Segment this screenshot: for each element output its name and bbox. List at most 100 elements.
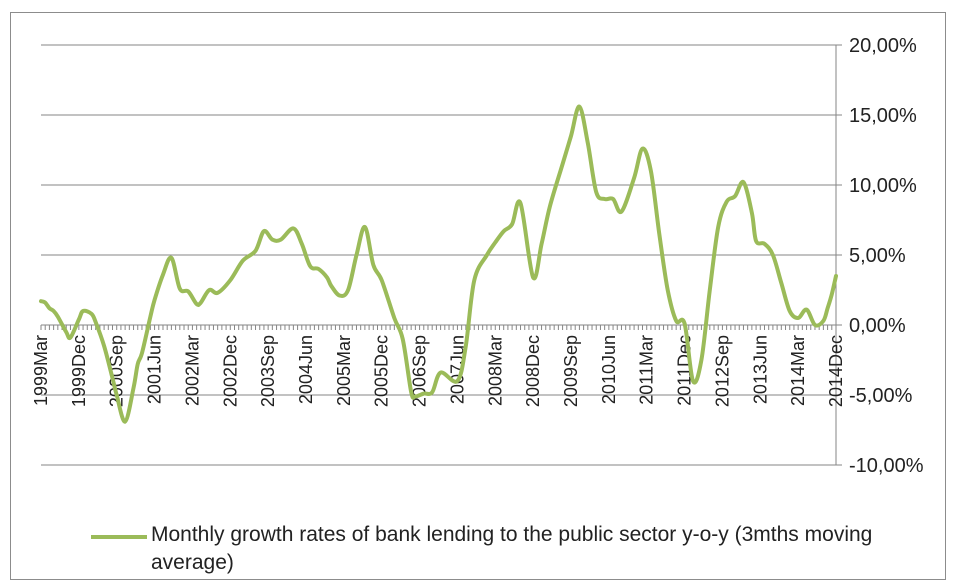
data-point bbox=[77, 317, 81, 321]
data-point bbox=[796, 316, 800, 320]
data-point bbox=[586, 141, 590, 145]
x-tick-label: 2009Sep bbox=[561, 335, 581, 407]
data-point bbox=[464, 344, 468, 348]
data-point bbox=[813, 323, 817, 327]
legend-label: Monthly growth rates of bank lending to … bbox=[151, 523, 873, 574]
data-point bbox=[102, 344, 106, 348]
data-point bbox=[56, 315, 60, 319]
data-point bbox=[317, 267, 321, 271]
legend-swatch bbox=[91, 535, 147, 539]
data-point bbox=[830, 292, 834, 296]
x-tick-label: 2008Dec bbox=[523, 335, 543, 407]
data-point bbox=[392, 316, 396, 320]
data-point bbox=[401, 337, 405, 341]
data-point bbox=[43, 301, 47, 305]
data-point bbox=[821, 319, 825, 323]
data-point bbox=[81, 309, 85, 313]
data-point bbox=[430, 390, 434, 394]
data-point bbox=[561, 162, 565, 166]
y-tick-label: 10,00% bbox=[849, 175, 917, 197]
data-point bbox=[153, 298, 157, 302]
x-tick-label: 2011Mar bbox=[637, 335, 657, 405]
data-point bbox=[111, 376, 115, 380]
y-tick-label: 0,00% bbox=[849, 315, 906, 337]
x-tick-label: 2000Sep bbox=[107, 335, 127, 407]
data-point bbox=[270, 238, 274, 242]
data-point bbox=[199, 301, 203, 305]
data-point bbox=[338, 294, 342, 298]
data-point bbox=[207, 288, 211, 292]
x-tick-label: 2002Dec bbox=[220, 335, 240, 407]
data-point bbox=[123, 420, 127, 424]
data-point bbox=[493, 240, 497, 244]
data-point bbox=[329, 284, 333, 288]
data-point bbox=[325, 275, 329, 279]
data-point bbox=[691, 379, 695, 383]
data-point bbox=[186, 289, 190, 293]
data-point bbox=[531, 275, 535, 279]
y-tick-label: 20,00% bbox=[849, 35, 917, 57]
data-point bbox=[241, 259, 245, 263]
data-point bbox=[161, 273, 165, 277]
data-point bbox=[346, 288, 350, 292]
data-point bbox=[485, 253, 489, 257]
data-point bbox=[300, 242, 304, 246]
data-point bbox=[413, 394, 417, 398]
x-tick-label: 1999Dec bbox=[69, 335, 89, 407]
x-tick-label: 2005Dec bbox=[372, 335, 392, 407]
data-point bbox=[620, 210, 624, 214]
data-point bbox=[733, 194, 737, 198]
data-point bbox=[657, 232, 661, 236]
x-tick-label: 2005Mar bbox=[334, 335, 354, 406]
data-point bbox=[742, 180, 746, 184]
data-point bbox=[195, 302, 199, 306]
data-point bbox=[228, 278, 232, 282]
data-point bbox=[502, 229, 506, 233]
data-point bbox=[148, 315, 152, 319]
data-point bbox=[169, 256, 173, 260]
data-point bbox=[683, 322, 687, 326]
series-line bbox=[39, 104, 838, 424]
data-point bbox=[834, 274, 838, 278]
data-point bbox=[308, 264, 312, 268]
x-tick-label: 2006Sep bbox=[410, 335, 430, 407]
y-tick-label: 15,00% bbox=[849, 105, 917, 127]
data-point bbox=[788, 309, 792, 313]
x-tick-label: 2004Jun bbox=[296, 335, 316, 404]
data-point bbox=[750, 211, 754, 215]
data-point bbox=[725, 200, 729, 204]
data-point bbox=[540, 242, 544, 246]
data-point bbox=[826, 306, 830, 310]
x-tick-label: 2013Jun bbox=[750, 335, 770, 404]
x-tick-label: 2014Mar bbox=[788, 335, 808, 406]
chart-frame: -10,00% -5,00% 0,00% 5,00% 10,00% 15,00% 20,00… bbox=[10, 12, 946, 580]
y-tick-label: -5,00% bbox=[849, 385, 913, 407]
data-point bbox=[603, 197, 607, 201]
x-tick-label: 2008Mar bbox=[485, 335, 505, 406]
x-tick-label: 2012Sep bbox=[712, 335, 732, 407]
data-point bbox=[68, 336, 72, 340]
x-tick-label: 2003Sep bbox=[258, 335, 278, 407]
x-tick-label: 2007Jun bbox=[447, 335, 467, 404]
data-point bbox=[409, 390, 413, 394]
data-point bbox=[132, 386, 136, 390]
data-point bbox=[577, 105, 581, 109]
data-point bbox=[510, 222, 514, 226]
data-point bbox=[262, 229, 266, 233]
data-point bbox=[47, 306, 51, 310]
data-point bbox=[519, 201, 523, 205]
data-point bbox=[52, 309, 56, 313]
data-point bbox=[216, 291, 220, 295]
data-point bbox=[94, 320, 98, 324]
data-point bbox=[254, 249, 258, 253]
legend: Monthly growth rates of bank lending to … bbox=[91, 521, 931, 577]
data-point bbox=[115, 393, 119, 397]
x-tick-label: 2010Jun bbox=[599, 335, 619, 404]
data-point bbox=[611, 197, 615, 201]
x-tick-label: 2014Dec bbox=[826, 335, 846, 407]
data-point bbox=[771, 253, 775, 257]
data-point bbox=[632, 176, 636, 180]
data-point bbox=[548, 204, 552, 208]
data-point bbox=[779, 281, 783, 285]
data-point bbox=[708, 288, 712, 292]
